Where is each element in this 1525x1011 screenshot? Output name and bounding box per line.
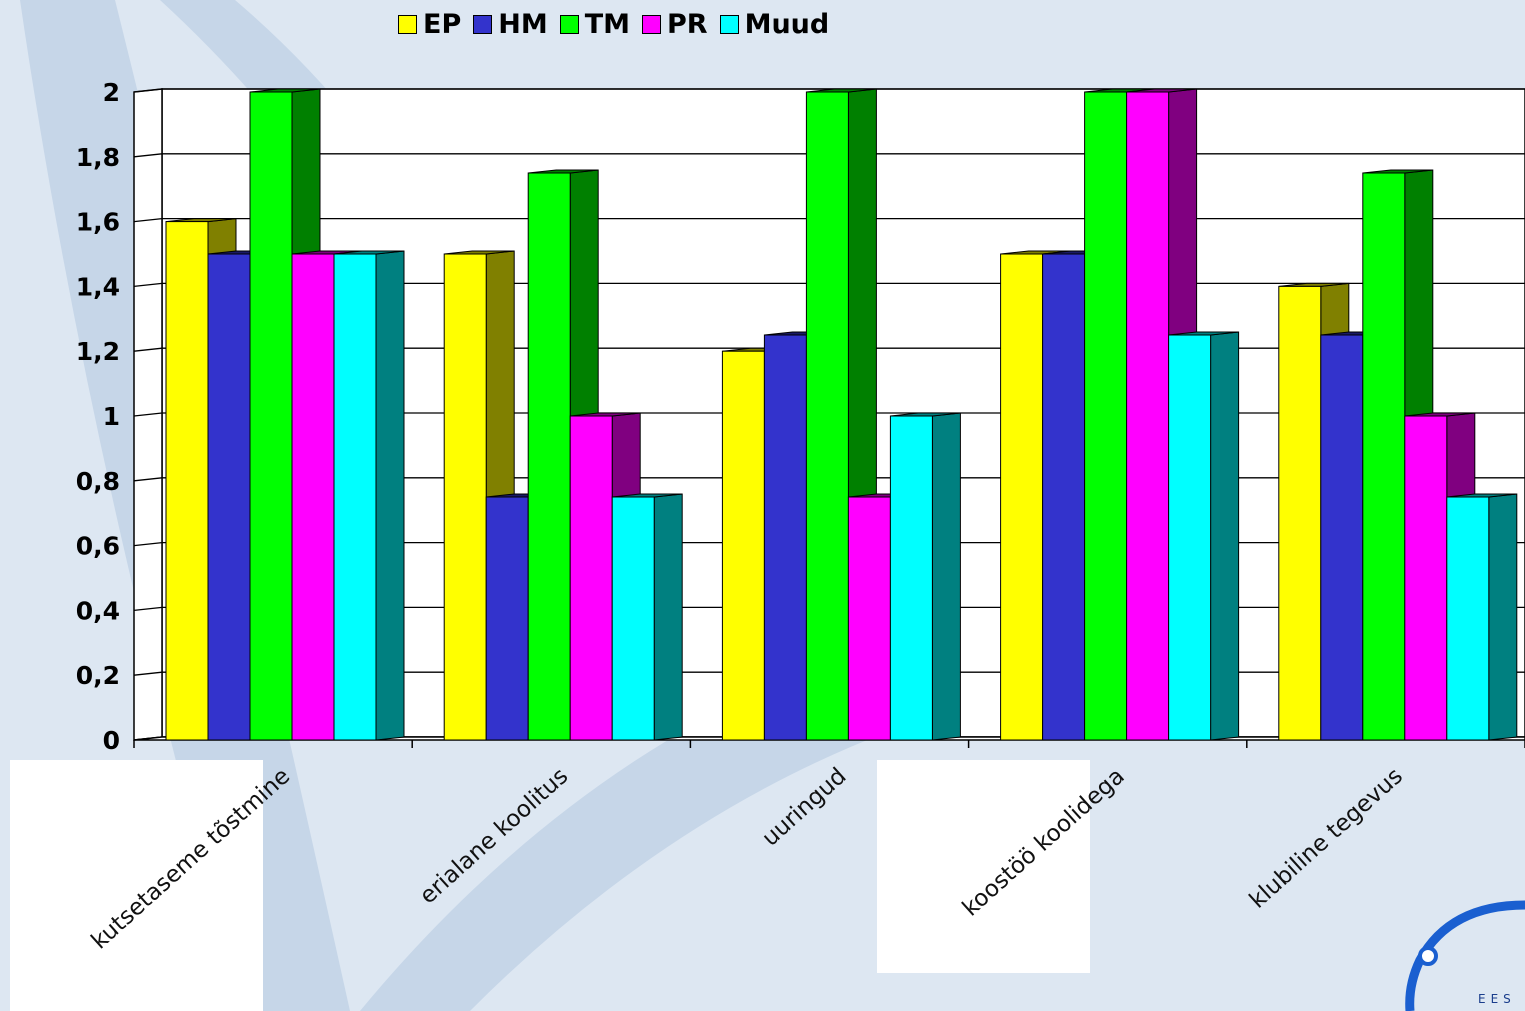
legend-item: Muud	[719, 8, 830, 40]
y-tick-label: 0	[103, 726, 120, 755]
bar	[527, 172, 571, 741]
bar	[249, 91, 293, 741]
y-tick-label: 0,2	[76, 661, 120, 690]
y-tick-label: 1,8	[76, 143, 120, 172]
bar	[485, 496, 529, 741]
bar	[291, 253, 335, 741]
legend-label: PR	[667, 8, 708, 40]
legend-swatch	[473, 14, 493, 34]
bar	[207, 253, 251, 741]
label-panel	[10, 760, 263, 1011]
bar	[1278, 285, 1322, 741]
bar	[165, 221, 209, 741]
gridline	[133, 217, 1525, 223]
y-tick-label: 1,4	[76, 272, 120, 301]
y-tick-label: 0,4	[76, 596, 120, 625]
legend-label: TM	[584, 8, 630, 40]
bar	[889, 415, 933, 741]
bar	[333, 253, 377, 741]
bar-side	[1488, 493, 1518, 741]
bar	[569, 415, 613, 741]
y-tick-label: 1	[103, 402, 120, 431]
bar-side	[1210, 331, 1240, 741]
y-tick-label: 1,6	[76, 208, 120, 237]
bar	[611, 496, 655, 741]
bar	[763, 334, 807, 741]
bar	[805, 91, 849, 741]
bar	[1320, 334, 1364, 741]
legend-item: HM	[473, 8, 548, 40]
y-tick-label: 0,8	[76, 467, 120, 496]
bar	[1446, 496, 1490, 741]
bar	[1168, 334, 1212, 741]
legend-swatch	[398, 14, 417, 34]
legend-swatch	[642, 14, 661, 34]
bar	[1084, 91, 1128, 741]
x-category-label: uuringud	[757, 763, 851, 851]
y-tick-label: 0,6	[76, 532, 120, 561]
bar	[1000, 253, 1044, 741]
legend-item: TM	[559, 8, 630, 40]
bar	[847, 496, 891, 741]
legend-swatch	[559, 14, 579, 34]
bar	[721, 350, 765, 741]
x-category-label: erialane koolitus	[415, 763, 573, 909]
bar	[443, 253, 487, 741]
legend-label: HM	[498, 8, 548, 40]
bar	[1404, 415, 1448, 741]
bar-side	[931, 412, 961, 741]
legend-item: PR	[642, 9, 708, 40]
y-tick-label: 1,2	[76, 337, 120, 366]
legend-item: EP	[398, 9, 461, 40]
x-category-label: koostöö koolidega	[958, 763, 1130, 921]
legend-swatch	[719, 14, 739, 34]
legend-label: Muud	[744, 8, 830, 40]
legend-label: EP	[423, 8, 462, 40]
x-category-label: kutsetaseme tõstmine	[87, 763, 295, 954]
x-category-label: klubiline tegevus	[1245, 763, 1408, 914]
bar-side	[653, 493, 683, 741]
bar	[1042, 253, 1086, 741]
bar	[1126, 91, 1170, 741]
label-panel	[877, 760, 1090, 973]
gridline	[133, 88, 1525, 93]
y-tick-label: 2	[103, 78, 120, 107]
logo-text: EES	[1478, 992, 1516, 1006]
chart-legend: EP HM TM PR Muud	[398, 6, 829, 42]
gridline	[133, 153, 1525, 158]
bar-side	[375, 250, 405, 741]
bar	[1362, 172, 1406, 741]
